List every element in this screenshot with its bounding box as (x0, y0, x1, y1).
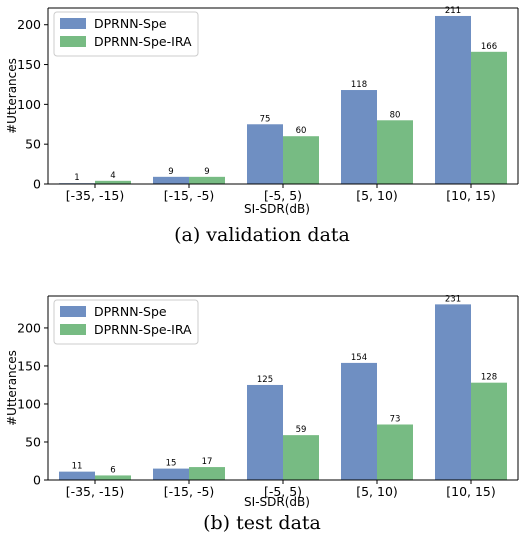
bar-dprnn-spe (153, 176, 189, 184)
bar-dprnn-spe (435, 15, 471, 184)
bar-dprnn-spe (247, 384, 283, 480)
y-tick-label: 150 (17, 57, 41, 72)
x-tick-label: [5, 10) (356, 188, 398, 203)
x-tick-label: [-5, 5) (264, 188, 302, 203)
bar-dprnn-spe (341, 362, 377, 480)
legend-box (53, 299, 199, 345)
bar-dprnn-spe-ira (283, 136, 319, 184)
y-tick-label: 50 (25, 434, 41, 449)
bar-value-label: 231 (445, 294, 461, 304)
x-tick-label: [-35, -15) (66, 484, 125, 499)
bar-value-label: 11 (72, 462, 83, 472)
legend-label-dprnn-spe-ira: DPRNN-Spe-IRA (94, 322, 192, 337)
x-tick-label: [5, 10) (356, 484, 398, 499)
x-tick-label: [-35, -15) (66, 188, 125, 203)
x-axis-label: SI-SDR(dB) (244, 495, 310, 509)
y-tick-label: 100 (17, 97, 41, 112)
caption-test: (b) test data (203, 512, 321, 534)
y-axis-label: #Utterances (5, 350, 19, 426)
bar-value-label: 60 (296, 126, 307, 136)
x-tick-label: [-5, 5) (264, 484, 302, 499)
caption-validation: (a) validation data (174, 224, 350, 246)
bar-dprnn-spe-ira (377, 424, 413, 480)
bar-value-label: 211 (445, 6, 461, 16)
validation-chart: 1 9 75 118 211 4 9 60 80 166 0 50 100 150 200 [-35, -15… (5, 6, 519, 216)
legend-label-dprnn-spe: DPRNN-Spe (94, 304, 167, 319)
bar-dprnn-spe-ira (189, 176, 225, 184)
y-tick-label: 200 (17, 17, 41, 32)
bar-value-label: 75 (260, 114, 271, 124)
bar-dprnn-spe (153, 468, 189, 480)
bar-dprnn-spe (59, 471, 95, 480)
bar-value-label: 125 (257, 375, 273, 385)
y-tick-label: 50 (25, 137, 41, 152)
y-tick-label: 200 (17, 320, 41, 335)
bar-dprnn-spe-ira (95, 180, 131, 184)
y-tick-label: 0 (33, 473, 41, 488)
legend-label-dprnn-spe: DPRNN-Spe (94, 16, 167, 31)
bar-value-label: 4 (110, 171, 115, 181)
bar-value-label: 6 (110, 465, 115, 475)
bar-value-label: 166 (481, 42, 497, 52)
x-tick-label: [-15, -5) (164, 188, 215, 203)
legend-swatch-dprnn-spe (60, 306, 86, 317)
legend-box (53, 11, 199, 57)
legend-label-dprnn-spe-ira: DPRNN-Spe-IRA (94, 34, 192, 49)
bar-dprnn-spe-ira (471, 382, 507, 480)
x-tick-label: [10, 15) (446, 188, 496, 203)
bar-value-label: 128 (481, 373, 497, 383)
bar-value-label: 15 (166, 459, 177, 469)
bar-dprnn-spe-ira (189, 467, 225, 480)
y-tick-label: 0 (33, 177, 41, 192)
bar-value-label: 1 (74, 173, 79, 183)
legend-swatch-dprnn-spe (60, 18, 86, 29)
x-tick-label: [10, 15) (446, 484, 496, 499)
bar-dprnn-spe-ira (283, 435, 319, 480)
bar-value-label: 59 (296, 425, 307, 435)
y-tick-label: 100 (17, 396, 41, 411)
bar-value-label: 118 (351, 80, 367, 90)
bar-value-label: 154 (351, 353, 367, 363)
x-tick-label: [-15, -5) (164, 484, 215, 499)
test-chart: 11 15 125 154 231 6 17 59 73 128 0 50 100 150 200 [-35,… (5, 294, 519, 509)
y-axis-label: #Utterances (5, 58, 19, 134)
bar-dprnn-spe (341, 90, 377, 184)
y-tick-label: 150 (17, 358, 41, 373)
bar-value-label: 73 (390, 414, 401, 424)
bar-value-label: 9 (168, 167, 173, 177)
bar-value-label: 80 (390, 110, 401, 120)
bar-dprnn-spe-ira (95, 475, 131, 480)
bar-value-label: 17 (202, 457, 213, 467)
x-axis-label: SI-SDR(dB) (244, 202, 310, 216)
bar-dprnn-spe (247, 124, 283, 184)
bar-dprnn-spe-ira (471, 51, 507, 184)
bar-value-label: 9 (204, 167, 209, 177)
legend-swatch-dprnn-spe-ira (60, 36, 86, 47)
bar-dprnn-spe-ira (377, 120, 413, 184)
bar-dprnn-spe (435, 304, 471, 480)
legend-swatch-dprnn-spe-ira (60, 324, 86, 335)
